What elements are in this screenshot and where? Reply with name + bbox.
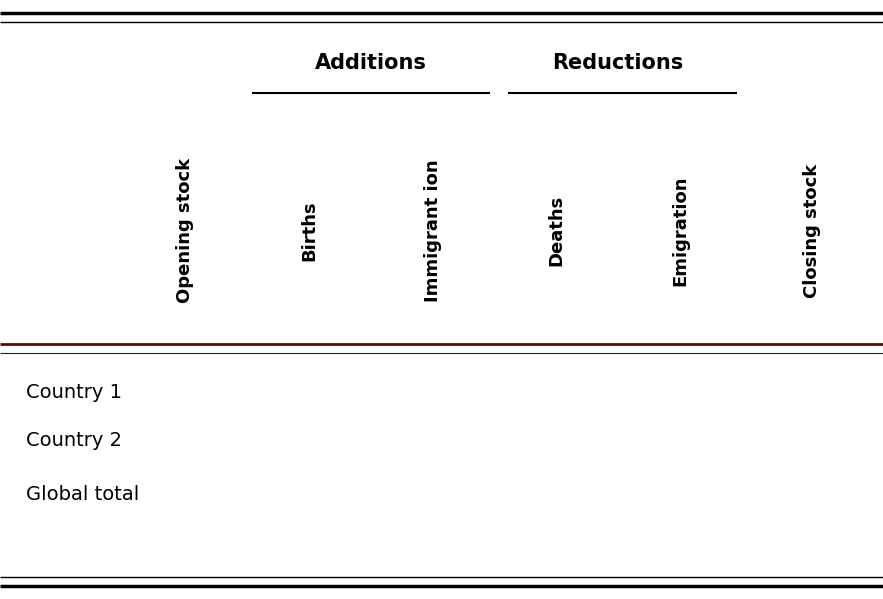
Text: Closing stock: Closing stock [804,164,821,298]
Text: Opening stock: Opening stock [177,158,194,303]
Text: Global total: Global total [26,485,140,504]
Text: Country 1: Country 1 [26,383,123,402]
Text: Country 2: Country 2 [26,431,123,450]
Text: Births: Births [300,200,318,261]
Text: Immigrant ion: Immigrant ion [424,159,442,302]
Text: Emigration: Emigration [671,176,689,286]
Text: Deaths: Deaths [547,195,565,266]
Text: Additions: Additions [315,53,426,73]
Text: Reductions: Reductions [553,53,683,73]
